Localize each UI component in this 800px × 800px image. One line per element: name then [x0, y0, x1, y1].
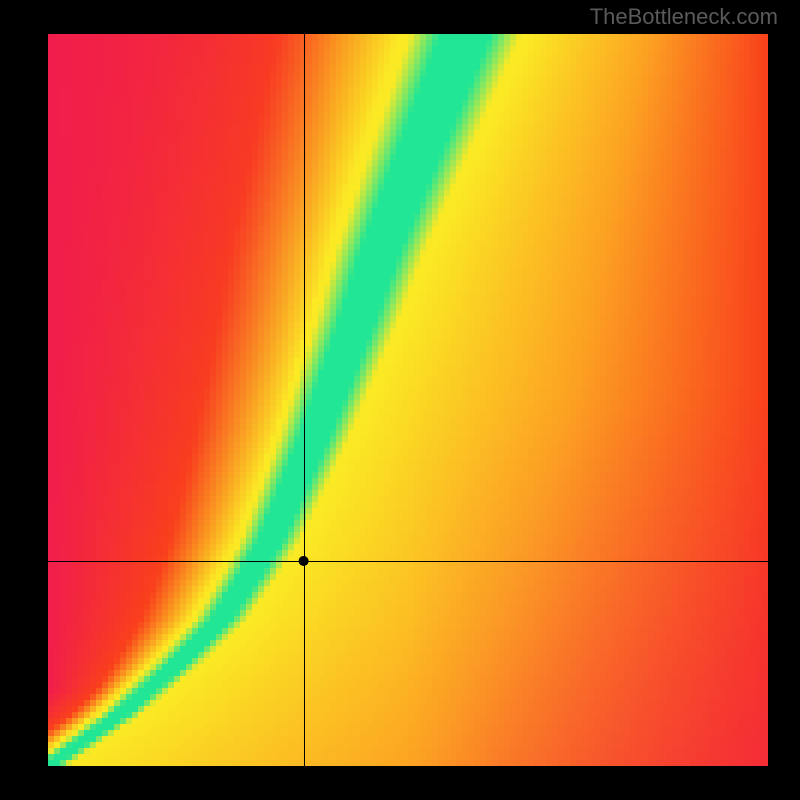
chart-container: TheBottleneck.com — [0, 0, 800, 800]
watermark-text: TheBottleneck.com — [590, 4, 778, 30]
bottleneck-heatmap — [0, 0, 800, 800]
